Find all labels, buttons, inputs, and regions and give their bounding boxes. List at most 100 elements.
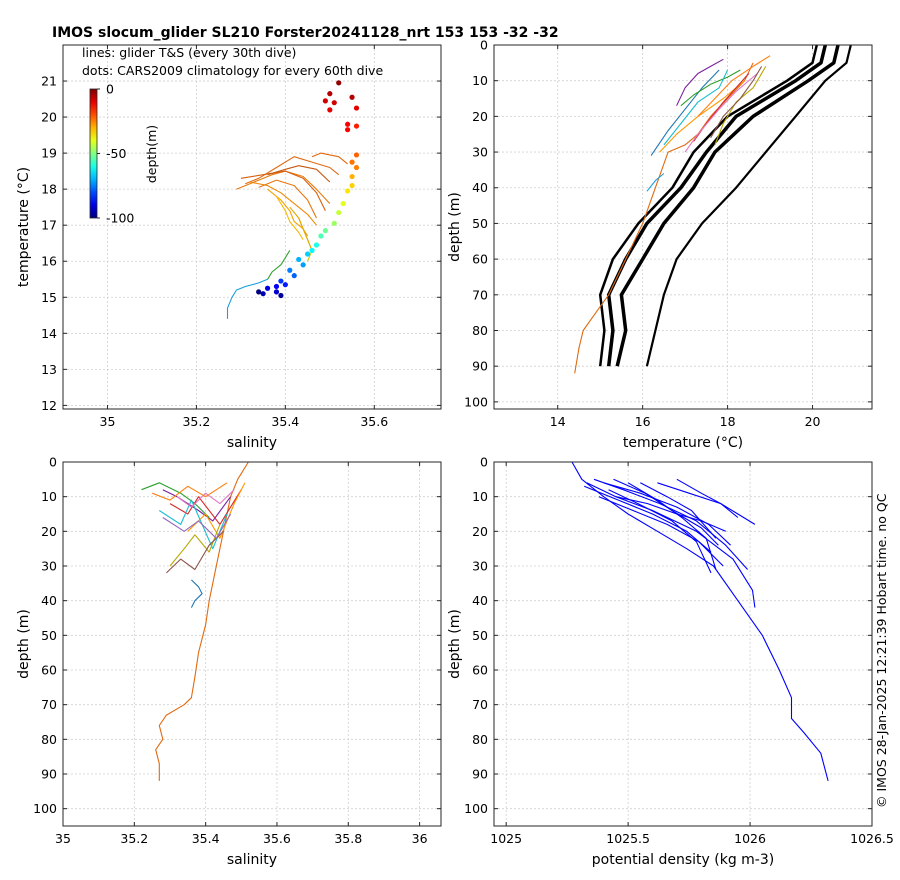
climatology-point	[349, 159, 355, 165]
axes-frame	[493, 44, 873, 410]
y-tick-label: 100	[33, 801, 57, 816]
glider-salinity-profile	[176, 489, 235, 508]
glider-temperature-profile	[714, 66, 767, 146]
glider-ts-line	[267, 165, 331, 183]
y-tick-label: 0	[49, 455, 57, 470]
y-tick-label: 100	[464, 801, 488, 816]
glider-temperature-profile	[676, 58, 724, 106]
y-tick-label: 80	[472, 732, 488, 747]
y-tick-label: 19	[41, 146, 57, 161]
climatology-point	[287, 267, 293, 273]
glider-salinity-profile	[166, 530, 224, 574]
climatology-point	[282, 282, 288, 288]
plot-background	[494, 45, 872, 409]
climatology-point	[336, 209, 342, 216]
glider-density-profile	[583, 485, 712, 553]
climatology-point	[353, 105, 360, 111]
ts-diagram-panel: lines: glider T&S (every 30th dive) dots:…	[16, 44, 442, 451]
glider-density-profile	[598, 496, 724, 567]
climatology-temperature-profile	[606, 44, 828, 367]
y-tick-label: 14	[41, 326, 57, 341]
y-tick-label: 13	[41, 362, 57, 377]
climatology-point	[345, 121, 351, 127]
y-tick-label: 50	[41, 628, 57, 643]
climatology-point	[353, 164, 360, 171]
climatology-point	[318, 233, 324, 239]
y-tick-label: 10	[472, 489, 488, 504]
climatology-point	[331, 220, 337, 226]
climatology-point	[309, 247, 315, 254]
y-tick-label: 20	[41, 524, 57, 539]
y-tick-label: 0	[480, 38, 488, 53]
x-tick-label: 35.6	[263, 831, 291, 846]
y-tick-label: 15	[41, 290, 57, 305]
glider-salinity-profile	[155, 461, 249, 781]
glider-ts-line	[258, 179, 317, 219]
climatology-point	[273, 283, 280, 290]
colorbar-tick-label: -50	[106, 146, 126, 161]
y-tick-label: 0	[480, 455, 488, 470]
annotation-dots: dots: CARS2009 climatology for every 60t…	[82, 63, 383, 78]
climatology-point	[349, 94, 355, 100]
glider-salinity-profile	[162, 489, 232, 522]
glider-density-profile	[603, 482, 731, 546]
y-tick-label: 10	[472, 73, 488, 88]
glider-temperature-profile	[574, 151, 669, 374]
x-tick-label: 14	[550, 414, 566, 429]
x-tick-label: 1025.5	[606, 831, 650, 846]
glider-density-profile	[627, 482, 717, 570]
climatology-point	[304, 251, 311, 257]
glider-temperature-profile	[650, 69, 720, 156]
glider-temperature-profile	[663, 69, 729, 146]
glider-salinity-profile	[152, 482, 228, 501]
x-axis-label: potential density (kg m-3)	[592, 852, 774, 868]
glider-temperature-profile	[684, 73, 758, 153]
climatology-point	[353, 123, 360, 129]
y-tick-label: 90	[472, 359, 488, 374]
climatology-point	[340, 200, 346, 207]
x-axis-label: temperature (°C)	[623, 435, 743, 451]
y-tick-label: 90	[472, 767, 488, 782]
glider-density-profile	[640, 482, 717, 539]
climatology-point	[345, 127, 351, 133]
climatology-point	[296, 256, 302, 263]
glider-ts-line	[289, 206, 313, 251]
glider-temperature-profile	[710, 66, 763, 139]
y-tick-label: 20	[472, 524, 488, 539]
colorbar-tick-label: 0	[106, 82, 114, 97]
climatology-point	[278, 292, 284, 299]
colorbar-tick-label: -100	[106, 211, 134, 226]
glider-salinity-profile	[141, 482, 210, 518]
annotation-lines: lines: glider T&S (every 30th dive)	[82, 45, 296, 60]
figure-title: IMOS slocum_glider SL210 Forster20241128…	[52, 25, 559, 41]
x-tick-label: 36	[412, 831, 428, 846]
glider-ts-line	[267, 250, 291, 280]
y-tick-label: 40	[41, 593, 57, 608]
y-tick-label: 60	[472, 663, 488, 678]
glider-ts-line	[226, 278, 268, 319]
y-tick-label: 70	[41, 697, 57, 712]
density-profile-panel: 1025 1025.5 1026 1026.5 0 10 20 30 40 50 60 70 80 90 1…	[447, 455, 894, 869]
climatology-point	[327, 91, 333, 97]
y-axis-label: depth (m)	[447, 609, 463, 679]
x-tick-label: 1025	[490, 831, 522, 846]
glider-salinity-profile	[190, 579, 203, 608]
y-tick-label: 40	[472, 593, 488, 608]
y-tick-label: 10	[41, 489, 57, 504]
climatology-temperature-profile	[615, 44, 840, 367]
x-tick-label: 18	[720, 414, 736, 429]
y-axis-label: depth (m)	[16, 609, 32, 679]
y-tick-label: 20	[472, 109, 488, 124]
y-axis-label: temperature (°C)	[16, 167, 32, 287]
x-tick-label: 35.2	[120, 831, 148, 846]
climatology-point	[349, 173, 355, 180]
y-tick-label: 70	[472, 287, 488, 302]
climatology-point	[291, 273, 297, 279]
glider-density-profile	[593, 478, 749, 570]
y-tick-label: 30	[472, 559, 488, 574]
glider-ts-line	[245, 156, 340, 185]
axes-frame	[62, 44, 442, 410]
y-tick-label: 100	[464, 394, 488, 409]
x-tick-label: 35	[100, 414, 116, 429]
glider-salinity-profile	[169, 524, 221, 567]
